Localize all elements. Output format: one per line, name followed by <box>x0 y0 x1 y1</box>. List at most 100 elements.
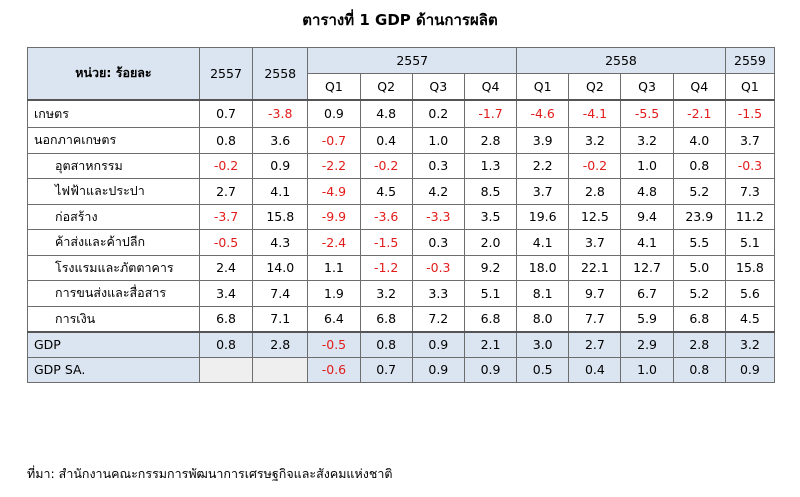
gdp-table: หน่วย: ร้อยละ 2557 2558 2557 2558 2559 Q… <box>27 47 776 383</box>
table-cell: 14.0 <box>252 254 309 281</box>
table-cell: 4.0 <box>672 127 726 154</box>
row-label: การขนส่งและสื่อสาร <box>27 280 200 307</box>
table-cell: 8.5 <box>463 178 518 205</box>
table-cell: 0.4 <box>359 127 413 154</box>
table-cell: -0.3 <box>724 152 776 179</box>
table-body: เกษตร 0.7 -3.8 0.9 4.8 0.2 -1.7 -4.6 -4.1 -5.5 -2.… <box>27 98 776 383</box>
table-cell: 5.9 <box>620 305 674 332</box>
row-label: เกษตร <box>27 98 200 128</box>
table-title: ตารางที่ 1 GDP ด้านการผลิต <box>302 11 498 29</box>
table-cell: 4.1 <box>516 229 570 256</box>
table-cell: 3.7 <box>516 178 570 205</box>
table-cell: 2.2 <box>516 152 570 179</box>
table-cell: 0.4 <box>568 356 622 383</box>
table-cell: 5.5 <box>672 229 726 256</box>
group-header-2557: 2557 <box>307 47 518 74</box>
table-cell: 0.9 <box>411 330 465 358</box>
table-cell: 3.9 <box>516 127 570 154</box>
table-cell: -0.6 <box>307 356 361 383</box>
header-row-years: หน่วย: ร้อยละ 2557 2558 2557 2558 2559 <box>27 47 776 100</box>
row-label: นอกภาคเกษตร <box>27 127 200 154</box>
table-cell: 4.1 <box>620 229 674 256</box>
table-row: เกษตร 0.7 -3.8 0.9 4.8 0.2 -1.7 -4.6 -4.1 -5.5 -2.… <box>27 98 776 128</box>
table-cell: 6.7 <box>620 280 674 307</box>
table-cell: 12.5 <box>568 203 622 230</box>
table-cell: 0.5 <box>516 356 570 383</box>
quarter-header: Q3 <box>620 73 674 100</box>
table-cell: 5.1 <box>724 229 776 256</box>
table-cell: 7.7 <box>568 305 622 332</box>
table-cell: 1.1 <box>307 254 361 281</box>
table-cell: 1.0 <box>620 356 674 383</box>
table-cell: 3.4 <box>198 280 254 307</box>
table-cell: -2.2 <box>307 152 361 179</box>
quarter-header: Q2 <box>568 73 622 100</box>
table-cell: 9.2 <box>463 254 518 281</box>
table-cell: 0.7 <box>198 98 254 128</box>
table-cell: 2.0 <box>463 229 518 256</box>
source-note: ที่มา: สำนักงานคณะกรรมการพัฒนาการเศรษฐกิ… <box>27 466 393 481</box>
table-cell: -2.1 <box>672 98 726 128</box>
table-cell: -1.2 <box>359 254 413 281</box>
table-cell: 2.8 <box>568 178 622 205</box>
table-cell: 6.8 <box>198 305 254 332</box>
table-cell: -1.7 <box>463 98 518 128</box>
table-cell: 0.8 <box>359 330 413 358</box>
table-cell: 3.2 <box>568 127 622 154</box>
table-cell: 1.3 <box>463 152 518 179</box>
table-cell: 11.2 <box>724 203 776 230</box>
table-cell: 2.8 <box>463 127 518 154</box>
table-row: การเงิน 6.8 7.1 6.4 6.8 7.2 6.8 8.0 7.7 5.9 6.8 4.5 <box>27 305 776 332</box>
table-cell: 0.9 <box>307 98 361 128</box>
table-row: ค้าส่งและค้าปลีก -0.5 4.3 -2.4 -1.5 0.3 2.0 4.1… <box>27 229 776 256</box>
table-cell: 0.8 <box>198 127 254 154</box>
table-cell: -0.5 <box>198 229 254 256</box>
table-cell: 5.2 <box>672 280 726 307</box>
table-row: นอกภาคเกษตร 0.8 3.6 -0.7 0.4 1.0 2.8 3.9 3.2 3.2 4… <box>27 127 776 154</box>
table-row: อุตสาหกรรม -0.2 0.9 -2.2 -0.2 0.3 1.3 2.2 -0.2 1.… <box>27 152 776 179</box>
table-cell: 15.8 <box>724 254 776 281</box>
table-cell: -3.7 <box>198 203 254 230</box>
table-cell: 3.2 <box>620 127 674 154</box>
table-cell <box>252 356 309 383</box>
table-cell: 6.4 <box>307 305 361 332</box>
table-cell: -9.9 <box>307 203 361 230</box>
table-cell: 3.7 <box>568 229 622 256</box>
annual-header-2558: 2558 <box>252 47 309 100</box>
quarter-header: Q1 <box>307 73 361 100</box>
table-cell: 0.9 <box>724 356 776 383</box>
table-cell: 4.5 <box>359 178 413 205</box>
table-row: ก่อสร้าง -3.7 15.8 -9.9 -3.6 -3.3 3.5 19.6 12.5 9… <box>27 203 776 230</box>
row-label: GDP <box>27 330 200 358</box>
table-cell: 0.8 <box>198 330 254 358</box>
unit-header: หน่วย: ร้อยละ <box>27 47 200 100</box>
group-header-2558: 2558 <box>516 47 726 74</box>
table-cell: -4.1 <box>568 98 622 128</box>
quarter-header: Q1 <box>724 73 776 100</box>
header-row-quarters: Q1 Q2 Q3 Q4 Q1 Q2 Q3 Q4 Q1 <box>28 73 776 100</box>
table-cell: -0.7 <box>307 127 361 154</box>
table-cell: 19.6 <box>516 203 570 230</box>
table-cell: 7.1 <box>252 305 309 332</box>
row-label: ไฟฟ้าและประปา <box>27 178 200 205</box>
table-cell: 15.8 <box>252 203 309 230</box>
quarter-header: Q2 <box>359 73 413 100</box>
table-cell: 3.2 <box>724 330 776 358</box>
table-cell: -3.8 <box>252 98 309 128</box>
table-row: การขนส่งและสื่อสาร 3.4 7.4 1.9 3.2 3.3 5.1 8.1 9… <box>27 280 776 307</box>
table-cell: 6.8 <box>359 305 413 332</box>
row-label: โรงแรมและภัตตาคาร <box>27 254 200 281</box>
annual-header-2557: 2557 <box>198 47 254 100</box>
table-cell: -0.2 <box>359 152 413 179</box>
table-row: ไฟฟ้าและประปา 2.7 4.1 -4.9 4.5 4.2 8.5 3.7 2.8 4.… <box>27 178 776 205</box>
table-cell: 5.2 <box>672 178 726 205</box>
row-label: อุตสาหกรรม <box>27 152 200 179</box>
table-cell: 4.8 <box>359 98 413 128</box>
table-cell: 0.2 <box>411 98 465 128</box>
table-cell: 23.9 <box>672 203 726 230</box>
table-cell: -4.9 <box>307 178 361 205</box>
table-cell: 8.1 <box>516 280 570 307</box>
table-cell: 4.3 <box>252 229 309 256</box>
table-cell: 0.3 <box>411 229 465 256</box>
quarter-header: Q1 <box>516 73 570 100</box>
